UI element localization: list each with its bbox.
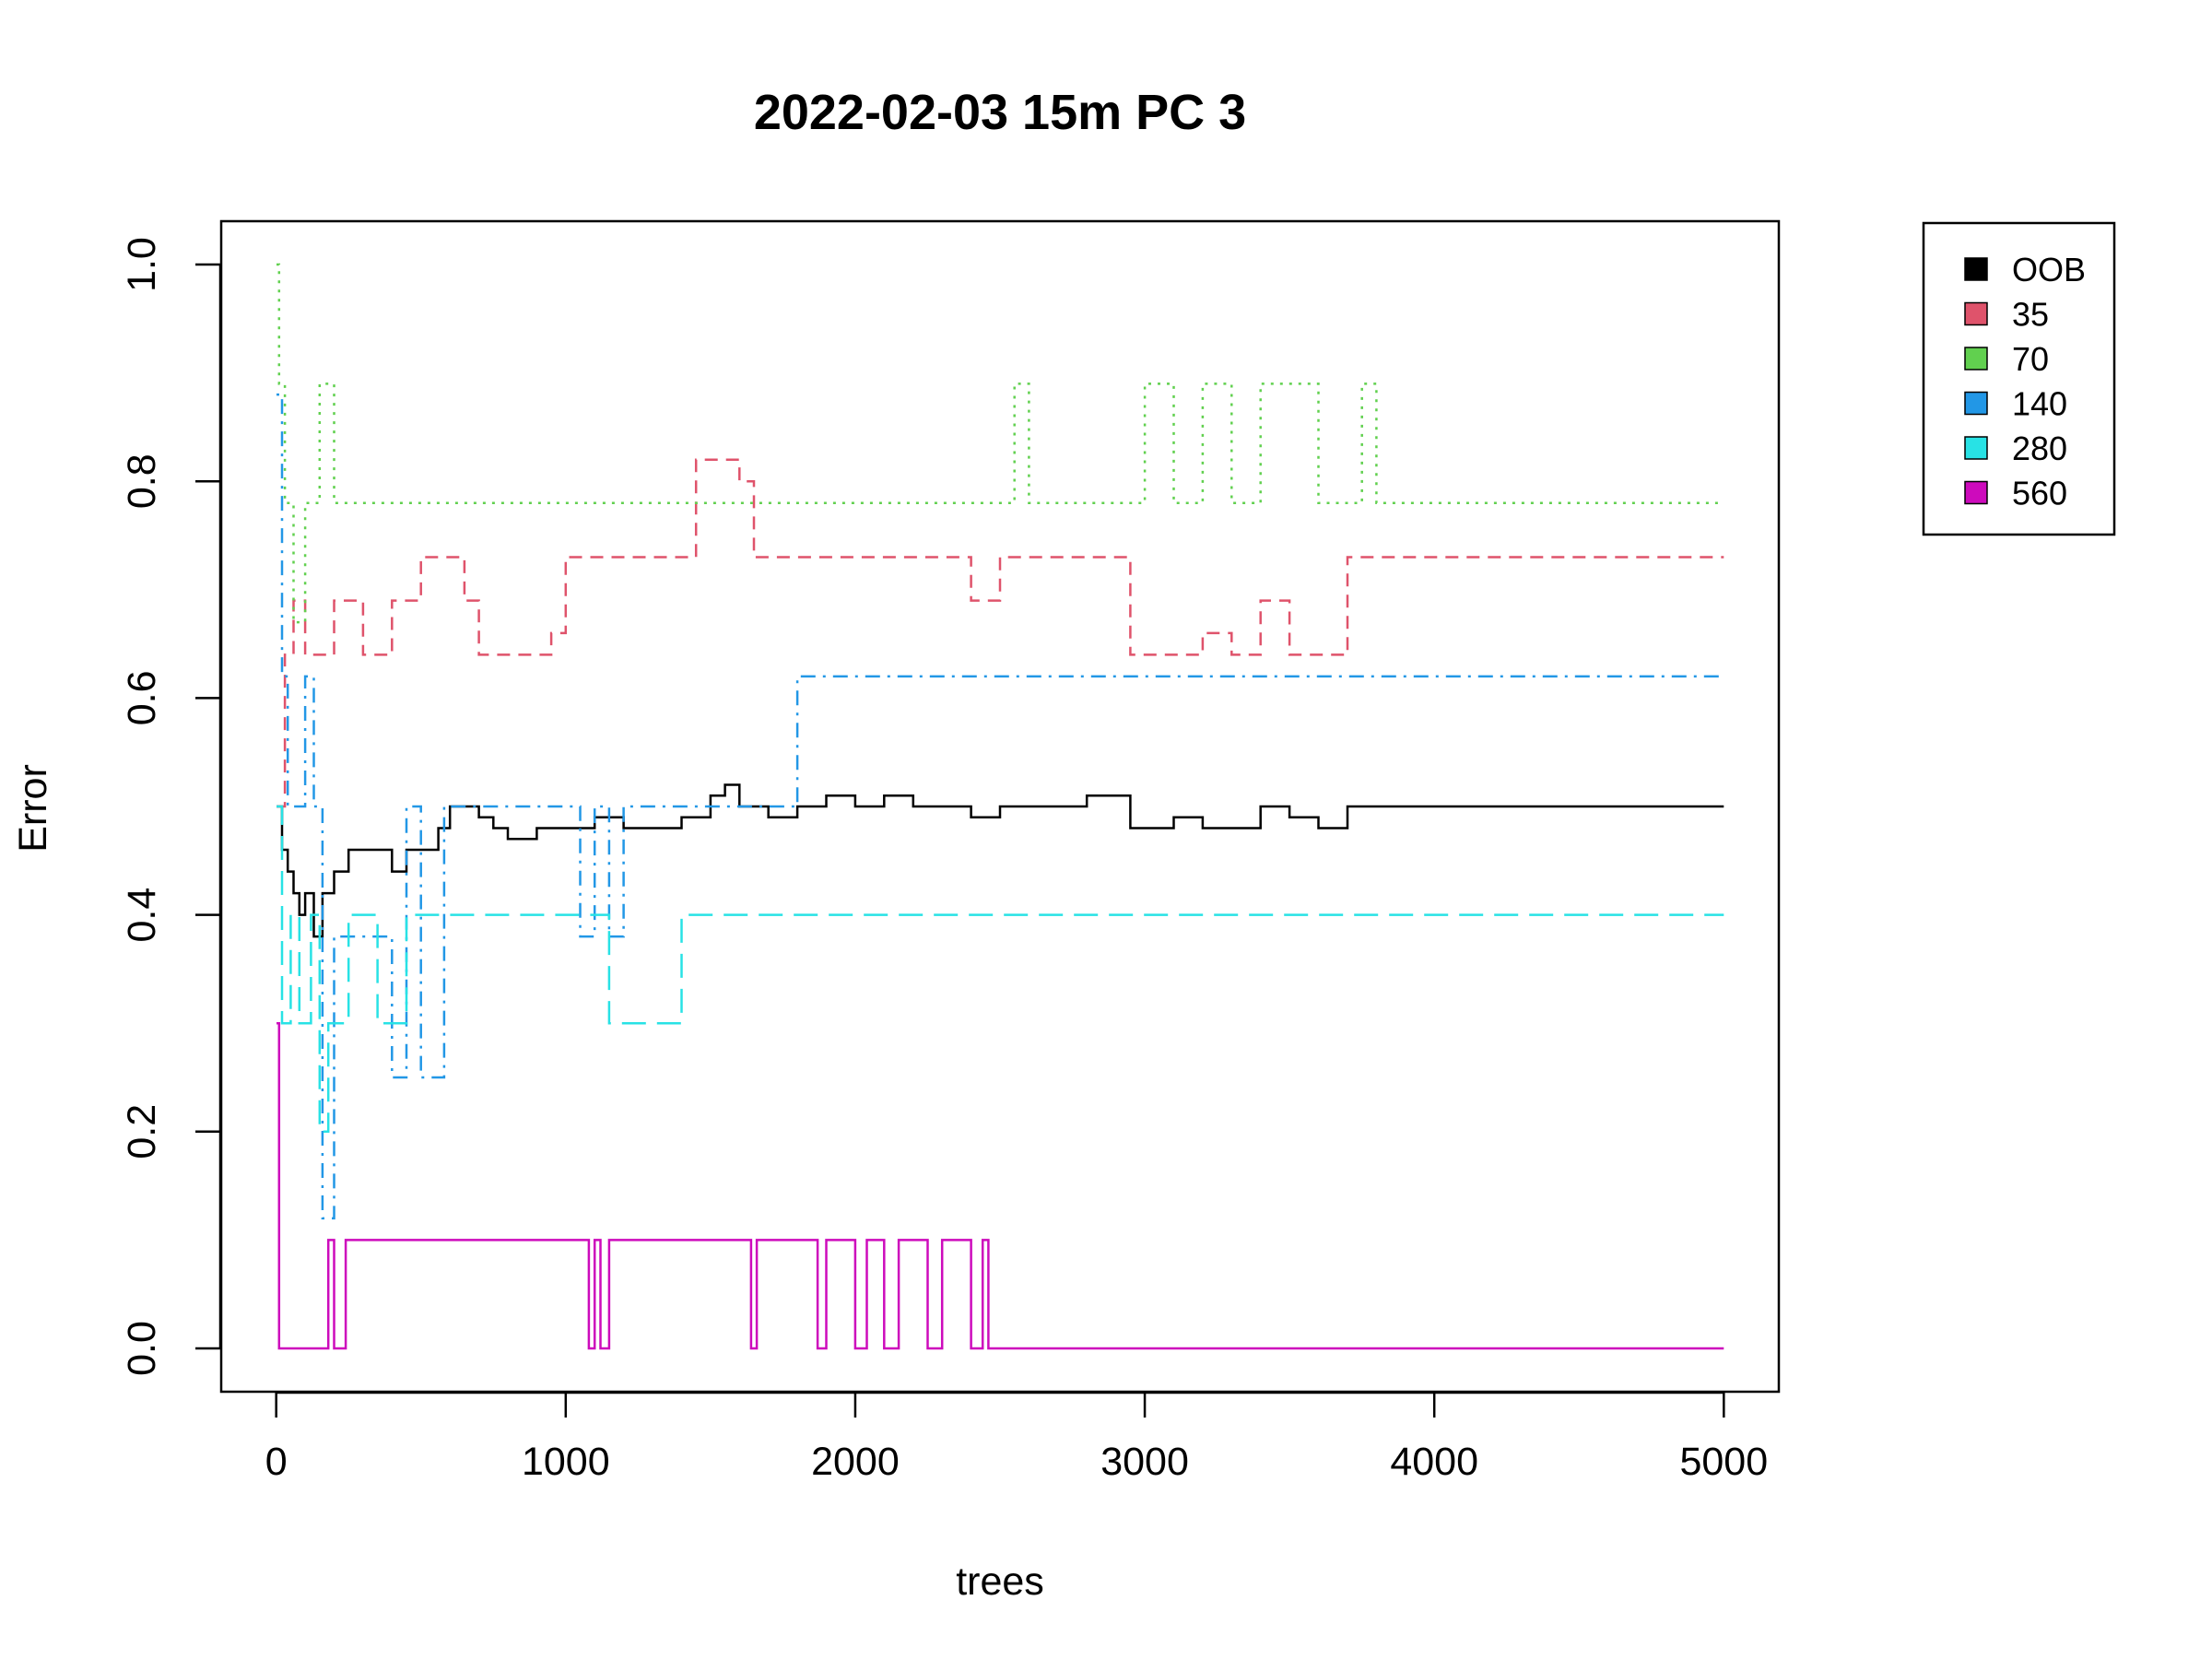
x-tick-label: 5000 <box>1679 1440 1768 1484</box>
legend-swatch <box>1964 436 1988 460</box>
legend-entry-label: OOB <box>2012 251 2086 288</box>
x-tick-label: 2000 <box>811 1440 900 1484</box>
series-group <box>276 263 1724 1350</box>
legend-swatch <box>1964 301 1988 326</box>
legend-swatch <box>1964 480 1988 505</box>
y-tick-label: 0.6 <box>120 671 164 726</box>
y-tick-label: 0.0 <box>120 1321 164 1376</box>
series-line-oob <box>276 783 1724 938</box>
y-axis-label: Error <box>11 764 55 853</box>
legend-swatch <box>1964 347 1988 371</box>
series-line-35 <box>276 458 1724 808</box>
x-tick-label: 4000 <box>1390 1440 1478 1484</box>
series-line-560 <box>276 1021 1724 1350</box>
y-tick-label: 1.0 <box>120 237 164 292</box>
y-tick-label: 0.2 <box>120 1104 164 1159</box>
legend-box <box>1922 221 2116 536</box>
chart-title: 2022-02-03 15m PC 3 <box>754 85 1246 140</box>
legend-entry-label: 280 <box>2012 429 2067 467</box>
legend-swatch <box>1964 391 1988 416</box>
legend-entry-label: 140 <box>2012 385 2067 423</box>
x-tick-label: 3000 <box>1100 1440 1189 1484</box>
x-tick-label: 0 <box>265 1440 288 1484</box>
y-axis: 0.0 0.2 0.4 0.6 0.8 1.0 <box>120 237 222 1376</box>
y-tick-label: 0.8 <box>120 453 164 509</box>
x-axis: 0 1000 2000 3000 4000 5000 <box>265 1391 1768 1484</box>
series-line-280 <box>276 805 1724 1134</box>
series-line-70 <box>276 263 1724 624</box>
legend-entry-label: 35 <box>2012 296 2049 334</box>
legend-entry-label: 70 <box>2012 340 2049 378</box>
y-tick-label: 0.4 <box>120 888 164 943</box>
legend-entry-label: 560 <box>2012 475 2067 512</box>
x-tick-label: 1000 <box>522 1440 610 1484</box>
legend: OOB 35 70 140 280 560 <box>1922 221 2116 536</box>
x-axis-label: trees <box>956 1559 1044 1604</box>
legend-swatch <box>1964 257 1988 281</box>
